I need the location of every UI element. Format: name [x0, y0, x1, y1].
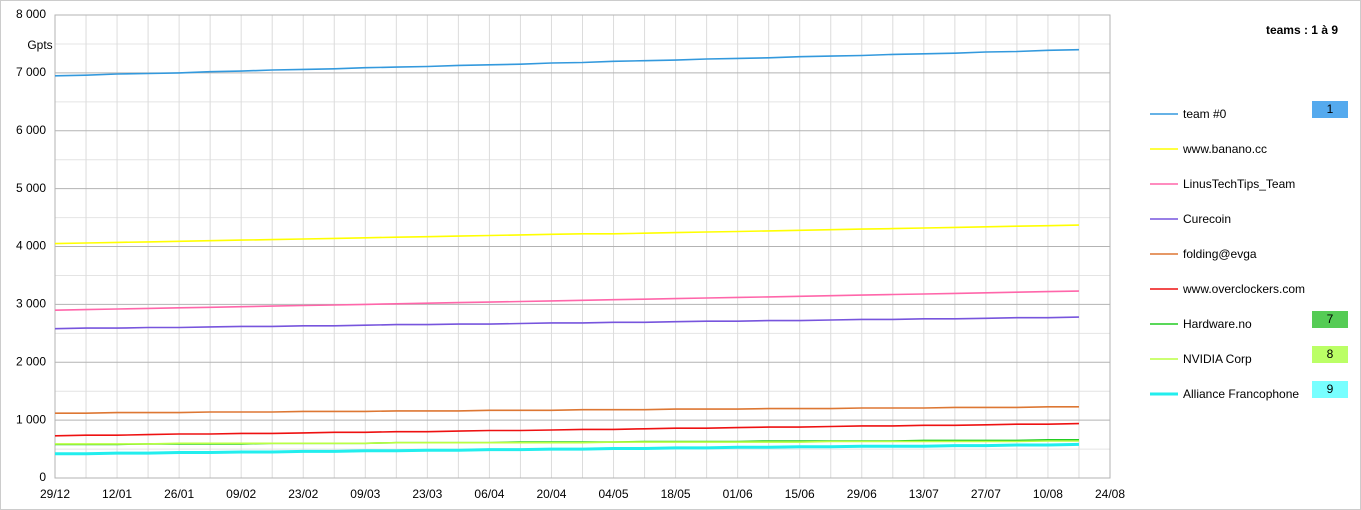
x-tick-label: 01/06: [723, 487, 753, 501]
x-tick-label: 27/07: [971, 487, 1001, 501]
x-tick-label: 10/08: [1033, 487, 1063, 501]
series-line: [54, 48, 1080, 77]
x-tick-label: 20/04: [536, 487, 566, 501]
legend-label: www.banano.cc: [1182, 142, 1267, 156]
x-tick-label: 09/03: [350, 487, 380, 501]
rank-badge: [1312, 101, 1348, 118]
y-tick-label: 7 000: [16, 65, 46, 79]
legend-label: Alliance Francophone: [1183, 387, 1299, 401]
legend-label: LinusTechTips_Team: [1183, 177, 1295, 191]
plot-border: [54, 14, 1111, 479]
legend-label: Hardware.no: [1183, 317, 1252, 331]
series-line: [54, 422, 1080, 437]
y-tick-label: 0: [39, 470, 46, 484]
series-line: [54, 316, 1080, 330]
series-line: [55, 442, 1080, 456]
x-tick-label: 23/03: [412, 487, 442, 501]
y-tick-label: 8 000: [16, 7, 46, 21]
legend-label: www.overclockers.com: [1182, 282, 1305, 296]
legend-label: folding@evga: [1183, 247, 1257, 261]
x-tick-label: 15/06: [785, 487, 815, 501]
y-unit: Gpts: [27, 38, 52, 52]
legend-title: teams : 1 à 9: [1266, 23, 1338, 37]
x-tick-label: 26/01: [164, 487, 194, 501]
y-tick-label: 4 000: [16, 239, 46, 253]
legend-label: team #0: [1183, 107, 1227, 121]
x-tick-label: 12/01: [102, 487, 132, 501]
rank-badge: [1312, 381, 1348, 398]
rank-badge: [1312, 346, 1348, 363]
x-tick-label: 06/04: [474, 487, 504, 501]
series-line: [55, 440, 1079, 445]
y-tick-label: 1 000: [16, 412, 46, 426]
x-tick-label: 29/06: [847, 487, 877, 501]
series-line: [54, 224, 1080, 245]
y-tick-label: 3 000: [16, 297, 46, 311]
x-tick-label: 13/07: [909, 487, 939, 501]
legend-label: Curecoin: [1183, 212, 1231, 226]
rank-label: 1: [1327, 102, 1334, 116]
x-tick-label: 18/05: [661, 487, 691, 501]
x-tick-label: 04/05: [599, 487, 629, 501]
y-tick-label: 2 000: [16, 354, 46, 368]
y-tick-label: 6 000: [16, 123, 46, 137]
x-tick-label: 29/12: [40, 487, 70, 501]
legend-label: NVIDIA Corp: [1183, 352, 1252, 366]
rank-badge: [1312, 311, 1348, 328]
rank-label: 9: [1327, 382, 1334, 396]
rank-label: 8: [1327, 347, 1334, 361]
rank-label: 7: [1327, 312, 1334, 326]
y-tick-label: 5 000: [16, 181, 46, 195]
x-tick-label: 24/08: [1095, 487, 1125, 501]
series-line: [54, 290, 1080, 311]
x-tick-label: 09/02: [226, 487, 256, 501]
x-tick-label: 23/02: [288, 487, 318, 501]
series-line: [55, 406, 1079, 414]
